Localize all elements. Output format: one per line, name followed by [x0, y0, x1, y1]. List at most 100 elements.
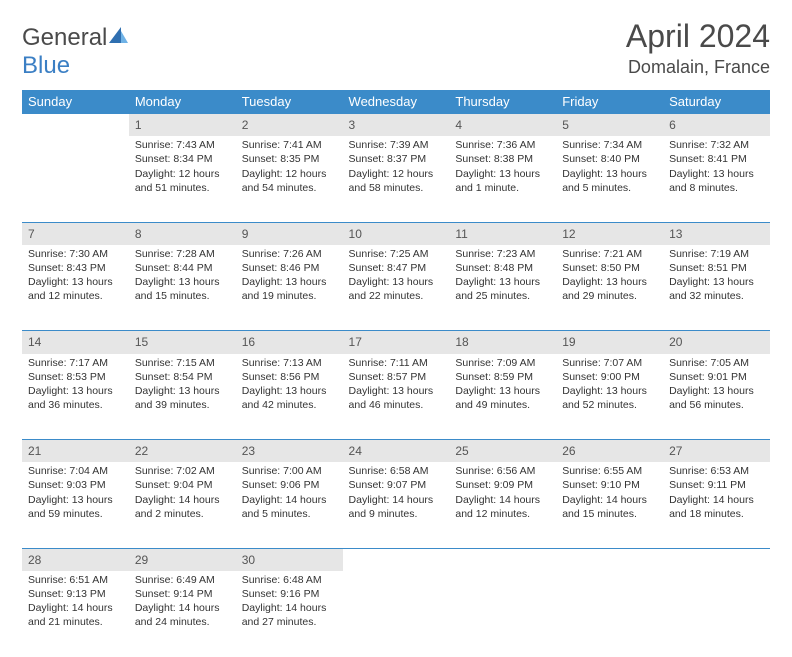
day-cell: Sunrise: 6:56 AMSunset: 9:09 PMDaylight:… — [449, 462, 556, 548]
day-cell: Sunrise: 7:17 AMSunset: 8:53 PMDaylight:… — [22, 354, 129, 440]
sunset-text: Sunset: 8:48 PM — [455, 261, 550, 275]
sunset-text: Sunset: 8:46 PM — [242, 261, 337, 275]
daylight-text: Daylight: 13 hours and 1 minute. — [455, 167, 550, 195]
sunrise-text: Sunrise: 7:02 AM — [135, 464, 230, 478]
day-number — [343, 548, 450, 571]
week-row: Sunrise: 7:04 AMSunset: 9:03 PMDaylight:… — [22, 462, 770, 548]
daylight-text: Daylight: 14 hours and 18 minutes. — [669, 493, 764, 521]
day-cell: Sunrise: 7:34 AMSunset: 8:40 PMDaylight:… — [556, 136, 663, 222]
sunset-text: Sunset: 8:50 PM — [562, 261, 657, 275]
weekday-header: Sunday — [22, 90, 129, 114]
day-cell: Sunrise: 7:02 AMSunset: 9:04 PMDaylight:… — [129, 462, 236, 548]
sunset-text: Sunset: 8:43 PM — [28, 261, 123, 275]
day-number: 20 — [663, 331, 770, 354]
daylight-text: Daylight: 12 hours and 51 minutes. — [135, 167, 230, 195]
day-cell: Sunrise: 7:04 AMSunset: 9:03 PMDaylight:… — [22, 462, 129, 548]
sunrise-text: Sunrise: 6:58 AM — [349, 464, 444, 478]
weekday-header: Tuesday — [236, 90, 343, 114]
sunset-text: Sunset: 9:13 PM — [28, 587, 123, 601]
day-cell: Sunrise: 7:09 AMSunset: 8:59 PMDaylight:… — [449, 354, 556, 440]
sunset-text: Sunset: 9:01 PM — [669, 370, 764, 384]
daylight-text: Daylight: 14 hours and 27 minutes. — [242, 601, 337, 629]
weekday-header: Saturday — [663, 90, 770, 114]
day-cell: Sunrise: 7:25 AMSunset: 8:47 PMDaylight:… — [343, 245, 450, 331]
day-number: 3 — [343, 114, 450, 137]
day-cell: Sunrise: 6:48 AMSunset: 9:16 PMDaylight:… — [236, 571, 343, 657]
day-number: 12 — [556, 222, 663, 245]
day-cell: Sunrise: 7:13 AMSunset: 8:56 PMDaylight:… — [236, 354, 343, 440]
sunrise-text: Sunrise: 6:56 AM — [455, 464, 550, 478]
page-header: GeneralBlue April 2024 Domalain, France — [22, 18, 770, 80]
sunrise-text: Sunrise: 7:19 AM — [669, 247, 764, 261]
day-number: 1 — [129, 114, 236, 137]
sunrise-text: Sunrise: 7:30 AM — [28, 247, 123, 261]
sunset-text: Sunset: 8:56 PM — [242, 370, 337, 384]
daylight-text: Daylight: 13 hours and 52 minutes. — [562, 384, 657, 412]
daylight-text: Daylight: 13 hours and 25 minutes. — [455, 275, 550, 303]
day-cell — [449, 571, 556, 657]
sunrise-text: Sunrise: 7:05 AM — [669, 356, 764, 370]
week-row: Sunrise: 7:43 AMSunset: 8:34 PMDaylight:… — [22, 136, 770, 222]
sunset-text: Sunset: 9:14 PM — [135, 587, 230, 601]
day-cell: Sunrise: 7:15 AMSunset: 8:54 PMDaylight:… — [129, 354, 236, 440]
day-cell: Sunrise: 6:58 AMSunset: 9:07 PMDaylight:… — [343, 462, 450, 548]
calendar-table: Sunday Monday Tuesday Wednesday Thursday… — [22, 90, 770, 657]
day-number: 26 — [556, 440, 663, 463]
day-cell: Sunrise: 7:39 AMSunset: 8:37 PMDaylight:… — [343, 136, 450, 222]
day-cell: Sunrise: 7:41 AMSunset: 8:35 PMDaylight:… — [236, 136, 343, 222]
daynum-row: 123456 — [22, 114, 770, 137]
daylight-text: Daylight: 13 hours and 36 minutes. — [28, 384, 123, 412]
daynum-row: 282930 — [22, 548, 770, 571]
day-cell: Sunrise: 7:36 AMSunset: 8:38 PMDaylight:… — [449, 136, 556, 222]
brand-logo: GeneralBlue — [22, 18, 129, 80]
day-number: 7 — [22, 222, 129, 245]
daylight-text: Daylight: 13 hours and 32 minutes. — [669, 275, 764, 303]
daylight-text: Daylight: 12 hours and 58 minutes. — [349, 167, 444, 195]
day-cell: Sunrise: 6:49 AMSunset: 9:14 PMDaylight:… — [129, 571, 236, 657]
daylight-text: Daylight: 13 hours and 8 minutes. — [669, 167, 764, 195]
weekday-header: Wednesday — [343, 90, 450, 114]
daylight-text: Daylight: 13 hours and 15 minutes. — [135, 275, 230, 303]
sunset-text: Sunset: 9:16 PM — [242, 587, 337, 601]
sunset-text: Sunset: 9:11 PM — [669, 478, 764, 492]
day-number — [22, 114, 129, 137]
daylight-text: Daylight: 13 hours and 22 minutes. — [349, 275, 444, 303]
sunrise-text: Sunrise: 7:23 AM — [455, 247, 550, 261]
sunset-text: Sunset: 8:37 PM — [349, 152, 444, 166]
sunrise-text: Sunrise: 7:41 AM — [242, 138, 337, 152]
daynum-row: 78910111213 — [22, 222, 770, 245]
day-number: 30 — [236, 548, 343, 571]
day-cell: Sunrise: 6:55 AMSunset: 9:10 PMDaylight:… — [556, 462, 663, 548]
sunrise-text: Sunrise: 7:09 AM — [455, 356, 550, 370]
day-cell: Sunrise: 7:26 AMSunset: 8:46 PMDaylight:… — [236, 245, 343, 331]
day-cell: Sunrise: 7:05 AMSunset: 9:01 PMDaylight:… — [663, 354, 770, 440]
sunset-text: Sunset: 8:47 PM — [349, 261, 444, 275]
sunrise-text: Sunrise: 6:53 AM — [669, 464, 764, 478]
daylight-text: Daylight: 13 hours and 39 minutes. — [135, 384, 230, 412]
day-number: 25 — [449, 440, 556, 463]
sunrise-text: Sunrise: 6:55 AM — [562, 464, 657, 478]
day-cell: Sunrise: 7:28 AMSunset: 8:44 PMDaylight:… — [129, 245, 236, 331]
sunset-text: Sunset: 8:38 PM — [455, 152, 550, 166]
sunrise-text: Sunrise: 7:00 AM — [242, 464, 337, 478]
weekday-header: Monday — [129, 90, 236, 114]
title-block: April 2024 Domalain, France — [626, 18, 770, 78]
day-number: 27 — [663, 440, 770, 463]
sunset-text: Sunset: 8:59 PM — [455, 370, 550, 384]
day-cell — [663, 571, 770, 657]
day-number: 9 — [236, 222, 343, 245]
brand-part1: General — [22, 24, 107, 51]
sunrise-text: Sunrise: 7:36 AM — [455, 138, 550, 152]
sunrise-text: Sunrise: 6:51 AM — [28, 573, 123, 587]
sunrise-text: Sunrise: 7:32 AM — [669, 138, 764, 152]
day-number: 24 — [343, 440, 450, 463]
sunset-text: Sunset: 9:07 PM — [349, 478, 444, 492]
daylight-text: Daylight: 13 hours and 29 minutes. — [562, 275, 657, 303]
daylight-text: Daylight: 14 hours and 24 minutes. — [135, 601, 230, 629]
day-cell: Sunrise: 6:51 AMSunset: 9:13 PMDaylight:… — [22, 571, 129, 657]
day-cell — [343, 571, 450, 657]
sunset-text: Sunset: 9:06 PM — [242, 478, 337, 492]
sunset-text: Sunset: 8:40 PM — [562, 152, 657, 166]
sunset-text: Sunset: 9:00 PM — [562, 370, 657, 384]
daynum-row: 14151617181920 — [22, 331, 770, 354]
